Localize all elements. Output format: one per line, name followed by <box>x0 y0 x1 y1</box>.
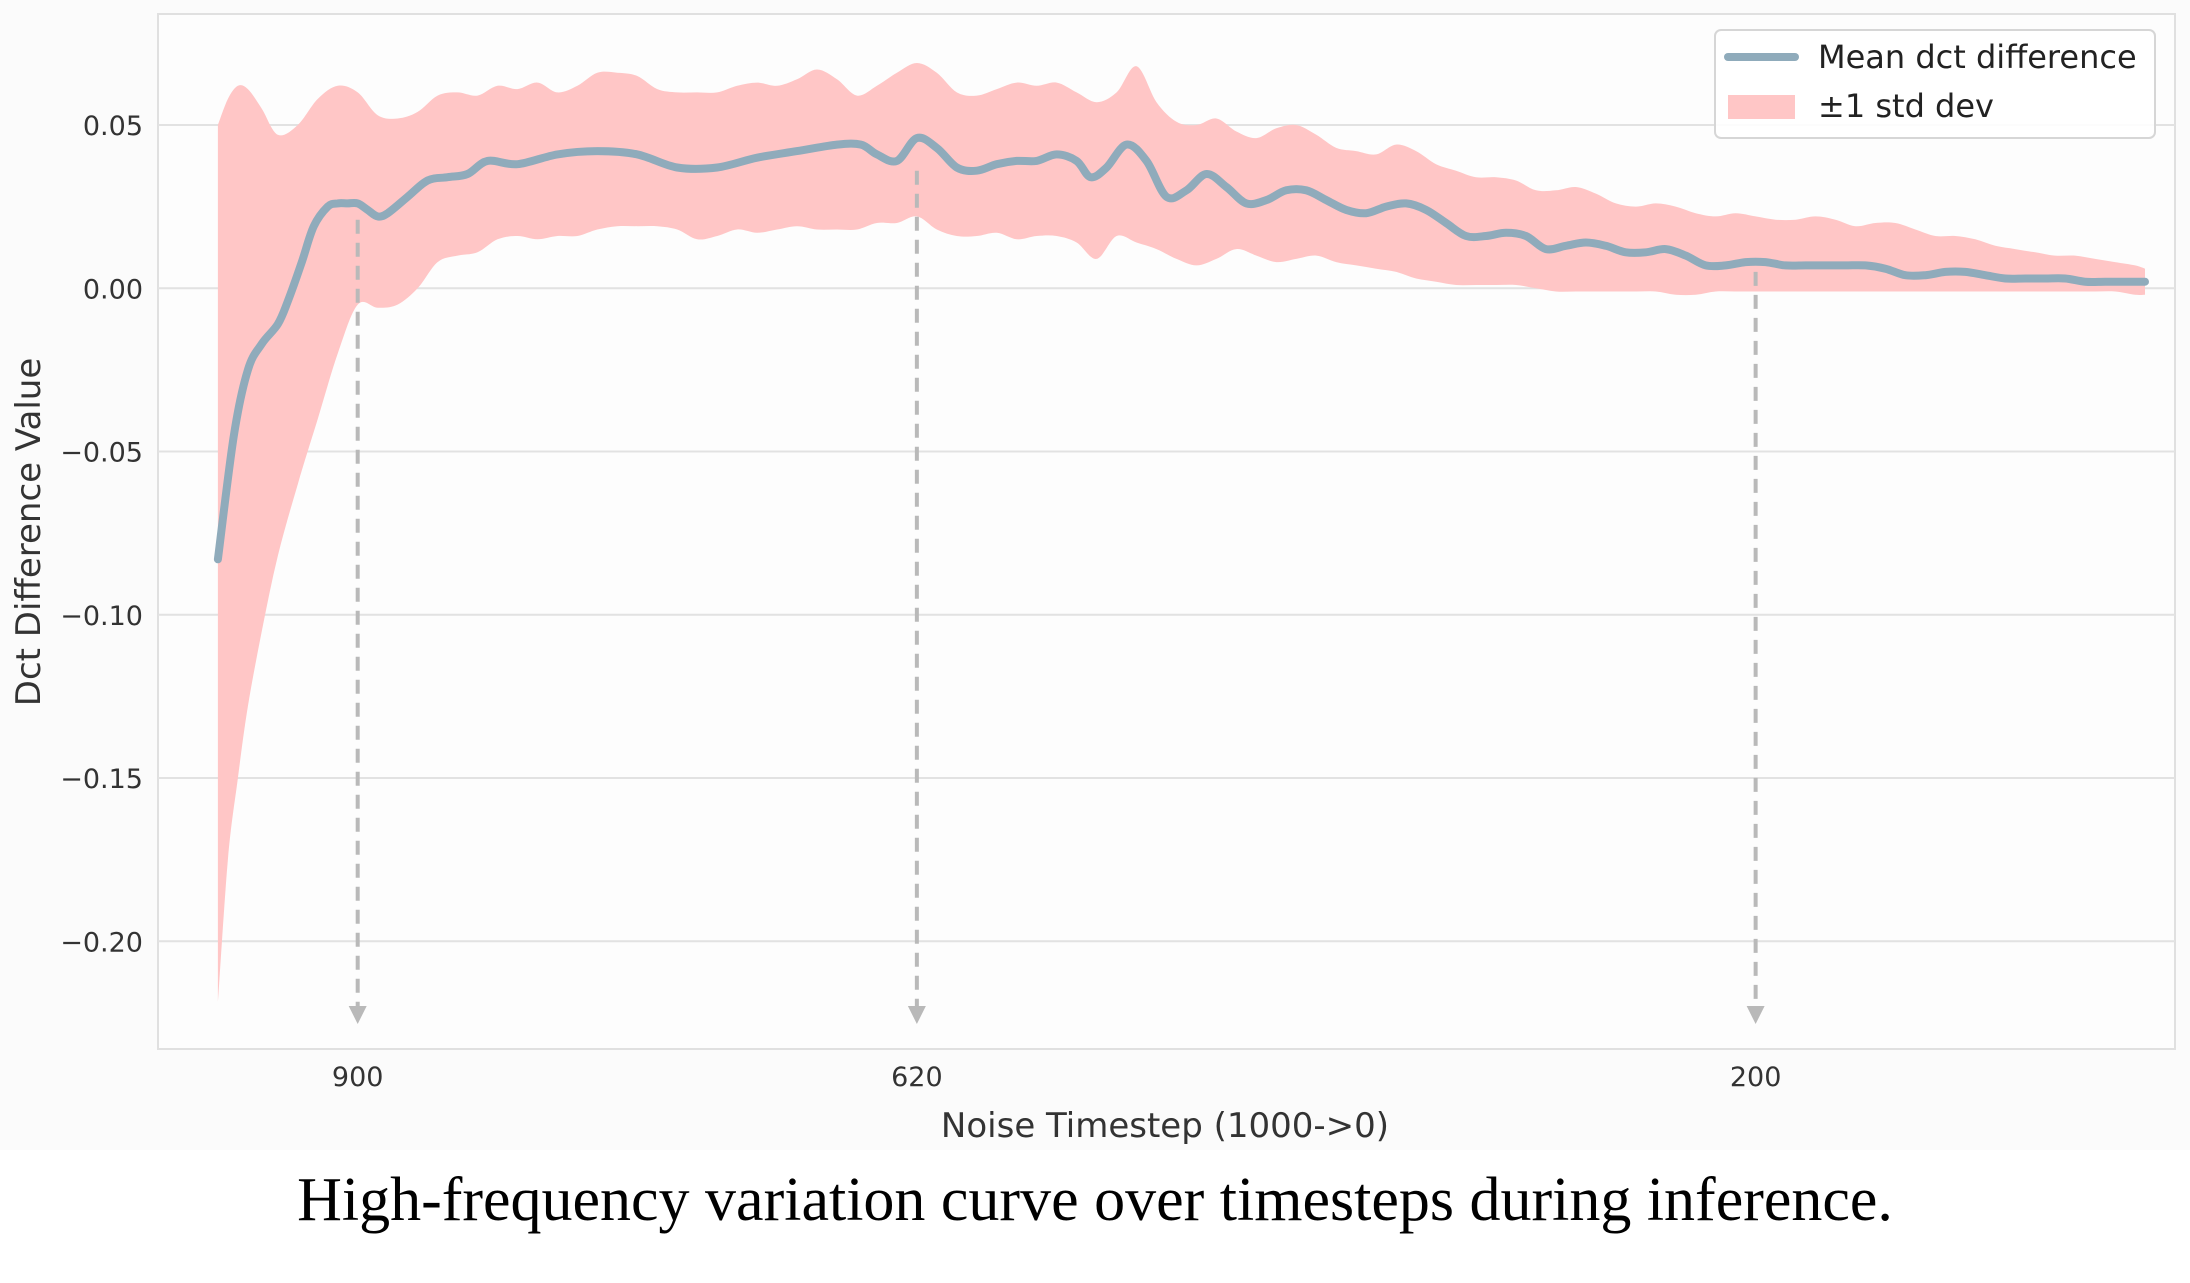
mean-line-layer <box>213 133 2149 564</box>
chart-area: 0.05 0.00 −0.05 −0.10 −0.15 −0.20 900 620 200 N… <box>9 13 2176 1146</box>
y-tick-label: −0.10 <box>60 601 143 632</box>
legend-label-mean: Mean dct difference <box>1818 38 2137 76</box>
figure-caption: High-frequency variation curve over time… <box>297 1166 1893 1234</box>
arrow-head <box>348 1006 367 1024</box>
legend-label-std: ±1 std dev <box>1818 87 1994 125</box>
x-tick-label: 900 <box>332 1062 384 1093</box>
x-ticks: 900 620 200 <box>332 1062 1781 1093</box>
x-axis-title: Noise Timestep (1000->0) <box>941 1106 1389 1146</box>
arrow-head <box>907 1006 926 1024</box>
y-tick-label: −0.05 <box>60 438 143 469</box>
legend-box <box>1714 29 2156 139</box>
y-tick-label: −0.20 <box>60 927 143 958</box>
mean-line <box>213 133 2149 564</box>
arrows-layer <box>348 170 1765 1024</box>
legend-band-swatch <box>1728 95 1795 119</box>
x-tick-label: 620 <box>891 1062 943 1093</box>
y-ticks: 0.05 0.00 −0.05 −0.10 −0.15 −0.20 <box>60 111 143 958</box>
x-tick-label: 200 <box>1730 1062 1782 1093</box>
arrow-head <box>1746 1006 1765 1024</box>
y-tick-label: 0.05 <box>83 111 143 142</box>
legend: Mean dct difference ±1 std dev <box>1714 29 2156 139</box>
chart-svg: 0.05 0.00 −0.05 −0.10 −0.15 −0.20 900 620 200 N… <box>9 13 2176 1146</box>
std-band-layer <box>217 63 2145 1004</box>
std-dev-band <box>217 63 2145 1004</box>
y-axis-title: Dct Difference Value <box>9 358 49 706</box>
y-tick-label: 0.00 <box>83 274 143 305</box>
y-tick-label: −0.15 <box>60 764 143 795</box>
